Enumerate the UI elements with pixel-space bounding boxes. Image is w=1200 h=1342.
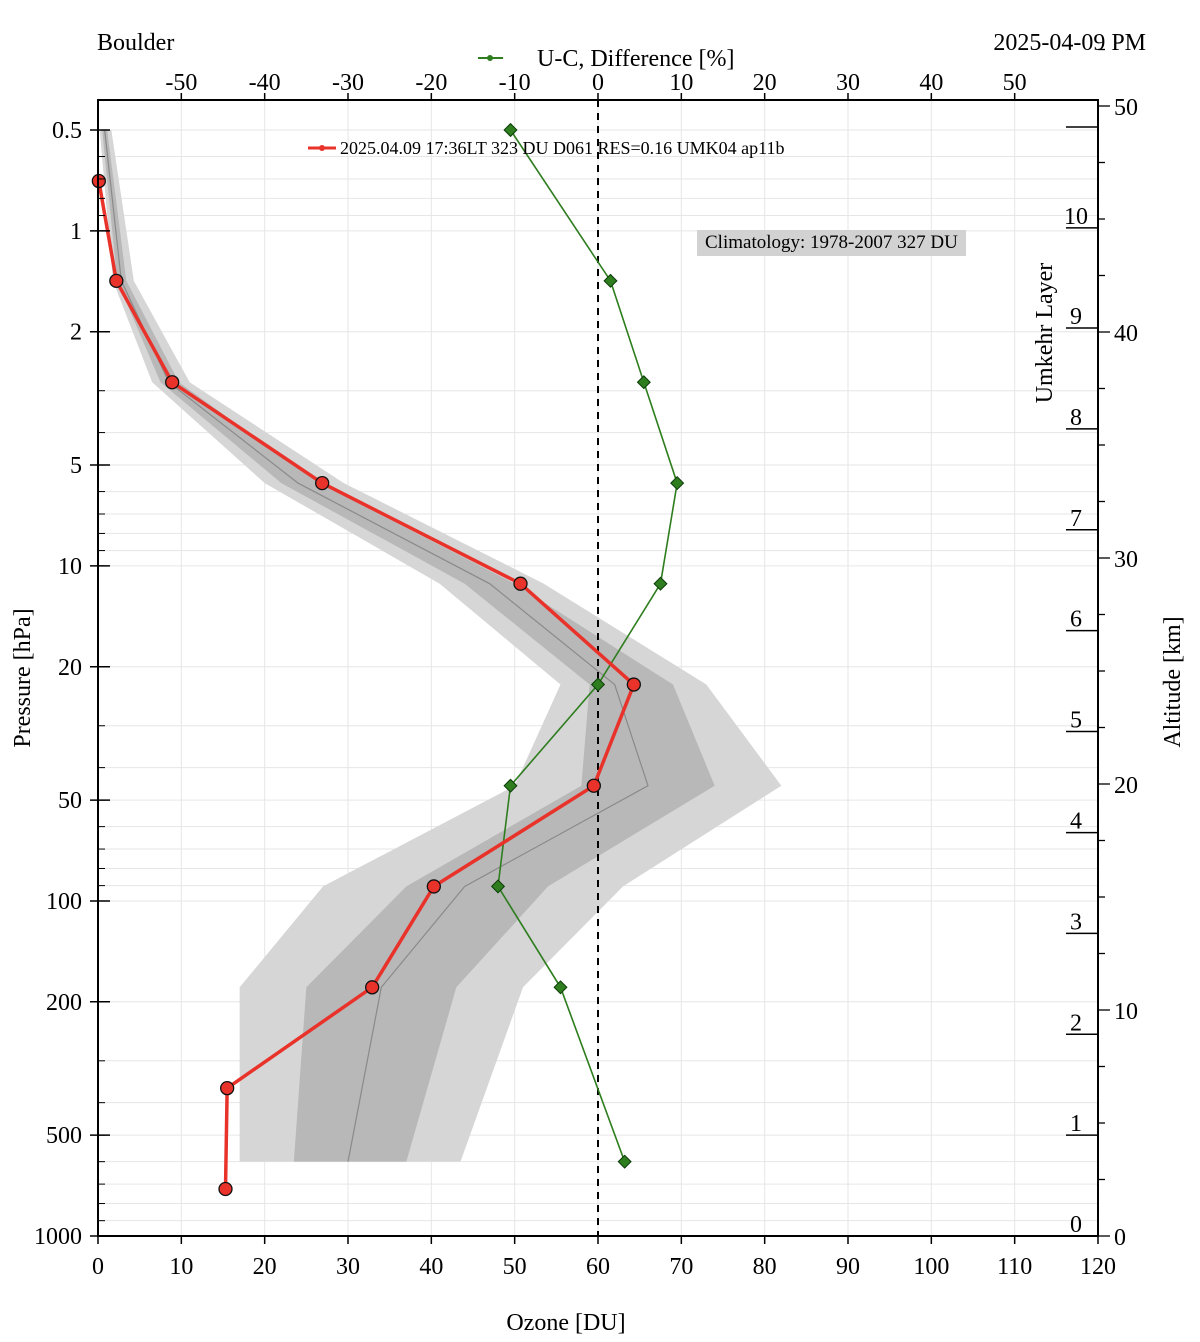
difference-tick-label: 50 <box>1003 70 1027 96</box>
umkehr-layer-label: 1 <box>1070 1111 1082 1137</box>
umkehr-layer-label: 9 <box>1070 304 1082 330</box>
pressure-tick-label: 100 <box>46 889 82 915</box>
difference-point <box>617 1154 632 1169</box>
difference-tick-label: -10 <box>499 70 531 96</box>
umkehr-layer-label: 0 <box>1070 1212 1082 1238</box>
observation-point <box>513 576 528 591</box>
difference-point <box>590 677 606 692</box>
altitude-title: Altitude [km] <box>1160 616 1186 747</box>
observation-point <box>218 1181 233 1197</box>
difference-tick-label: 10 <box>669 70 693 96</box>
ozone-tick-label: 80 <box>753 1254 777 1280</box>
observation-point <box>220 1080 235 1096</box>
observation-point <box>426 879 441 894</box>
observation-point <box>315 475 330 491</box>
observation-legend-label: 2025.04.09 17:36LT 323 DU D061 RES=0.16 … <box>340 138 785 158</box>
observation-point <box>626 677 641 692</box>
pressure-tick-label: 500 <box>46 1123 82 1149</box>
difference-axis: -50 -40 -30 -20 -10 0 10 20 30 40 50 <box>165 70 1027 100</box>
pressure-tick-label: 50 <box>58 788 82 814</box>
pressure-tick-label: 1 <box>70 219 82 245</box>
umkehr-layer-label: 8 <box>1070 405 1082 431</box>
difference-point <box>670 476 685 491</box>
difference-tick-label: -40 <box>249 70 281 96</box>
pressure-tick-label: 5 <box>70 453 82 479</box>
umkehr-layer-title: Umkehr Layer <box>1032 263 1058 404</box>
observation-point <box>586 778 601 793</box>
grid-lines <box>97 100 1099 1237</box>
difference-point <box>503 778 518 793</box>
ozone-tick-label: 50 <box>503 1254 527 1280</box>
ozone-tick-label: 40 <box>419 1254 443 1280</box>
difference-series <box>490 122 685 1169</box>
umkehr-layer-label: 2 <box>1070 1010 1082 1036</box>
pressure-tick-label: 10 <box>58 554 82 580</box>
umkehr-layer-label: 6 <box>1070 607 1082 633</box>
umkehr-layer-label: 4 <box>1070 809 1082 835</box>
difference-point <box>653 576 668 591</box>
difference-line <box>497 129 678 1162</box>
umkehr-layer-axis: 0 1 2 3 4 5 6 7 8 9 10 <box>1064 126 1098 1238</box>
observation-point <box>109 273 124 289</box>
umkehr-layer-label: 5 <box>1070 707 1082 733</box>
ozone-tick-label: 10 <box>169 1254 193 1280</box>
difference-tick-label: 0 <box>592 70 604 96</box>
difference-point <box>490 879 506 894</box>
x-axis-title: Ozone [DU] <box>506 1310 625 1336</box>
ozone-tick-label: 100 <box>913 1254 949 1280</box>
observation-point <box>365 980 380 995</box>
altitude-tick-label: 40 <box>1114 321 1138 347</box>
difference-tick-label: -50 <box>165 70 197 96</box>
altitude-tick-label: 10 <box>1114 999 1138 1025</box>
umkehr-layer-label: 7 <box>1070 506 1082 532</box>
ozone-tick-label: 120 <box>1080 1254 1116 1280</box>
ozone-axis: 0 10 20 30 40 50 60 70 80 90 100 110 120 <box>92 1236 1116 1280</box>
difference-tick-label: 40 <box>919 70 943 96</box>
altitude-tick-label: 0 <box>1114 1225 1126 1251</box>
ozone-tick-label: 90 <box>836 1254 860 1280</box>
altitude-tick-label: 20 <box>1114 773 1138 799</box>
observation-point <box>165 375 180 390</box>
pressure-tick-label: 2 <box>70 320 82 346</box>
ozone-tick-label: 30 <box>336 1254 360 1280</box>
difference-legend-marker <box>487 55 493 61</box>
pressure-tick-label: 20 <box>58 655 82 681</box>
observation-legend-marker <box>319 145 325 151</box>
altitude-axis: 0 10 20 30 40 50 <box>1098 48 1138 1251</box>
pressure-tick-label: 200 <box>46 990 82 1016</box>
station-name: Boulder <box>97 30 175 56</box>
umkehr-layer-label: 3 <box>1070 909 1082 935</box>
climatology-label: Climatology: 1978-2007 327 DU <box>697 230 966 256</box>
difference-tick-label: -30 <box>332 70 364 96</box>
difference-tick-label: 20 <box>753 70 777 96</box>
ozone-tick-label: 110 <box>997 1254 1032 1280</box>
ozone-tick-label: 20 <box>253 1254 277 1280</box>
altitude-tick-label: 30 <box>1114 547 1138 573</box>
y-axis-title: Pressure [hPa] <box>10 608 36 747</box>
pressure-axis: 0.5 1 2 5 10 20 50 100 200 500 1000 <box>34 118 110 1250</box>
difference-legend-label: U-C, Difference [%] <box>537 46 734 72</box>
ozone-tick-label: 60 <box>586 1254 610 1280</box>
ozone-tick-label: 70 <box>669 1254 693 1280</box>
ozone-tick-label: 0 <box>92 1254 104 1280</box>
difference-point <box>553 980 568 995</box>
pressure-tick-label: 1000 <box>34 1224 82 1250</box>
difference-point <box>503 122 518 138</box>
date-label: 2025-04-09 PM <box>993 30 1146 56</box>
difference-point <box>636 375 651 390</box>
umkehr-layer-label: 10 <box>1064 204 1088 230</box>
difference-point <box>603 273 618 288</box>
difference-tick-label: -20 <box>415 70 447 96</box>
pressure-tick-label: 0.5 <box>52 118 82 144</box>
difference-tick-label: 30 <box>836 70 860 96</box>
observation-series <box>91 173 641 1197</box>
altitude-tick-label: 50 <box>1114 95 1138 121</box>
